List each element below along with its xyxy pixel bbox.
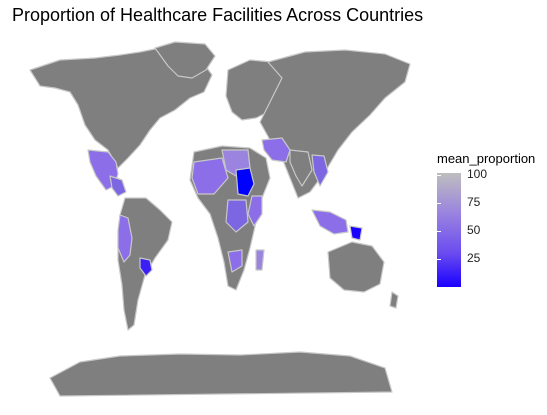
south-america-paraguay-region [139, 257, 153, 277]
legend-colorbar [437, 173, 461, 287]
north-america-landmass [29, 47, 213, 169]
legend-title: mean_proportion [437, 151, 536, 166]
south-america-west-region [117, 214, 133, 263]
legend-tickmark [437, 259, 441, 260]
new-zealand-landmass [389, 291, 399, 309]
central-america-region [109, 175, 127, 197]
legend-tick-label: 25 [467, 251, 481, 265]
map-title: Proportion of Healthcare Facilities Acro… [12, 5, 424, 25]
east-africa-region [247, 195, 263, 227]
antarctica-landmass [49, 351, 393, 397]
indonesia-east-region [349, 225, 363, 241]
legend-tickmark [437, 231, 441, 232]
legend-tick-label: 100 [467, 167, 488, 181]
sudan-region [235, 167, 255, 197]
australia-landmass [327, 241, 385, 293]
greenland-landmass [154, 41, 216, 79]
southern-africa-region [227, 249, 243, 273]
india-region [289, 149, 313, 187]
africa-west-region [191, 157, 229, 195]
indonesia-region [311, 209, 349, 235]
legend-tick-label: 50 [467, 223, 481, 237]
middle-east-region [261, 137, 291, 163]
legend-tickmark [437, 203, 441, 204]
asia-landmass [259, 49, 411, 199]
madagascar-region [255, 249, 265, 271]
southeast-asia-region [311, 154, 329, 187]
legend-tickmark [437, 175, 441, 176]
legend-tick-label: 75 [467, 195, 481, 209]
africa-central-region [225, 199, 249, 233]
